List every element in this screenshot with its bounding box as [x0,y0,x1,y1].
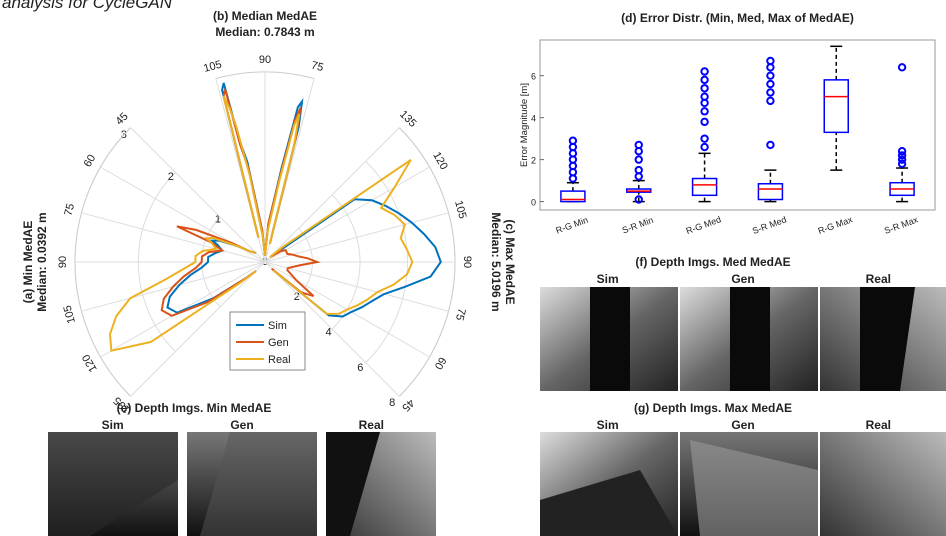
outlier [767,98,773,104]
theta-tick-label: 105 [202,59,223,75]
column-label: Gen [230,418,253,432]
theta-tick-label: 45 [114,111,131,128]
column-label: Sim [597,272,619,286]
grid-spoke [131,128,265,262]
y-tick-label: 6 [531,72,536,82]
legend-label: Sim [268,320,287,332]
chart-subtitle: Median: 0.0392 m [35,212,49,311]
outlier [767,72,773,78]
theta-tick-label: 75 [453,307,468,322]
outlier [701,68,707,74]
outlier [701,119,707,125]
image-row [48,432,436,536]
theta-tick-label: 60 [432,355,449,372]
chart-title: (b) Median MedAE [213,9,317,23]
y-tick-label: 4 [531,114,536,124]
r-tick-label: 2 [168,171,174,183]
outlier [767,58,773,64]
outlier [636,142,642,148]
outlier [701,135,707,141]
caption: analysis for CycleGAN [2,0,173,12]
grid-spoke [81,213,265,262]
x-tick-label: S-R Med [751,214,788,236]
outlier [636,167,642,173]
column-label: Real [359,418,384,432]
chart-subtitle: Median: 0.7843 m [215,25,314,39]
theta-tick-label: 60 [82,153,99,170]
outlier [701,85,707,91]
legend-label: Real [268,354,291,366]
theta-tick-label: 105 [452,199,468,220]
outlier [701,93,707,99]
theta-tick-label: 75 [62,202,77,217]
r-tick-label: 2 [294,291,300,303]
figure: analysis for CycleGAN 012345607590105120… [0,0,946,536]
x-tick-label: S-R Min [621,215,655,236]
theta-tick-label: 90 [259,54,271,66]
y-tick-label: 0 [531,198,536,208]
column-label: Sim [597,418,619,432]
box [758,184,782,200]
box [693,179,717,196]
chart-subtitle: Median: 5.0196 m [489,212,503,311]
column-label: Real [866,272,891,286]
panel-title: (f) Depth Imgs. Med MedAE [635,255,790,269]
y-tick-label: 2 [531,156,536,166]
theta-tick-label: 75 [310,59,325,74]
chart-title: (d) Error Distr. (Min, Med, Max of MedAE… [621,11,854,25]
y-axis-label: Error Magnitude [m] [519,83,530,167]
column-label: Real [866,418,891,432]
column-label: Sim [102,418,124,432]
panel-title: (g) Depth Imgs. Max MedAE [634,401,792,415]
box [824,80,848,132]
outlier [767,89,773,95]
column-label: Gen [731,272,754,286]
outlier [701,108,707,114]
title-group: (b) Median MedAE Median: 0.7843 m [213,9,317,39]
outlier [701,77,707,83]
image-row [540,287,946,391]
theta-tick-label: 120 [430,150,450,172]
theta-tick-label: 90 [57,256,69,268]
x-tick-label: R-G Med [685,214,723,236]
plot-area [540,40,935,210]
theta-tick-label: 105 [62,304,78,325]
x-tick-label: R-G Max [817,214,855,236]
theta-tick-label: 135 [397,108,418,129]
chart-title: (c) Max MedAE [503,219,517,304]
grid-spoke [265,128,399,262]
outlier [636,156,642,162]
theta-tick-label: 45 [399,396,416,413]
chart-title: (a) Min MedAE [21,221,35,304]
outlier [767,142,773,148]
image-row [540,432,946,536]
outlier [570,138,576,144]
outlier [767,81,773,87]
outlier [701,144,707,150]
x-tick-label: S-R Max [883,214,920,236]
outlier [899,64,905,70]
column-label: Gen [731,418,754,432]
theta-tick-label: 120 [80,352,100,374]
x-tick-label: R-G Min [554,215,589,236]
r-tick-label: 6 [357,362,363,374]
theta-tick-label: 90 [461,256,473,268]
r-tick-label: 8 [389,397,395,409]
legend-label: Gen [268,337,289,349]
panel-title: (e) Depth Imgs. Min MedAE [117,401,272,415]
